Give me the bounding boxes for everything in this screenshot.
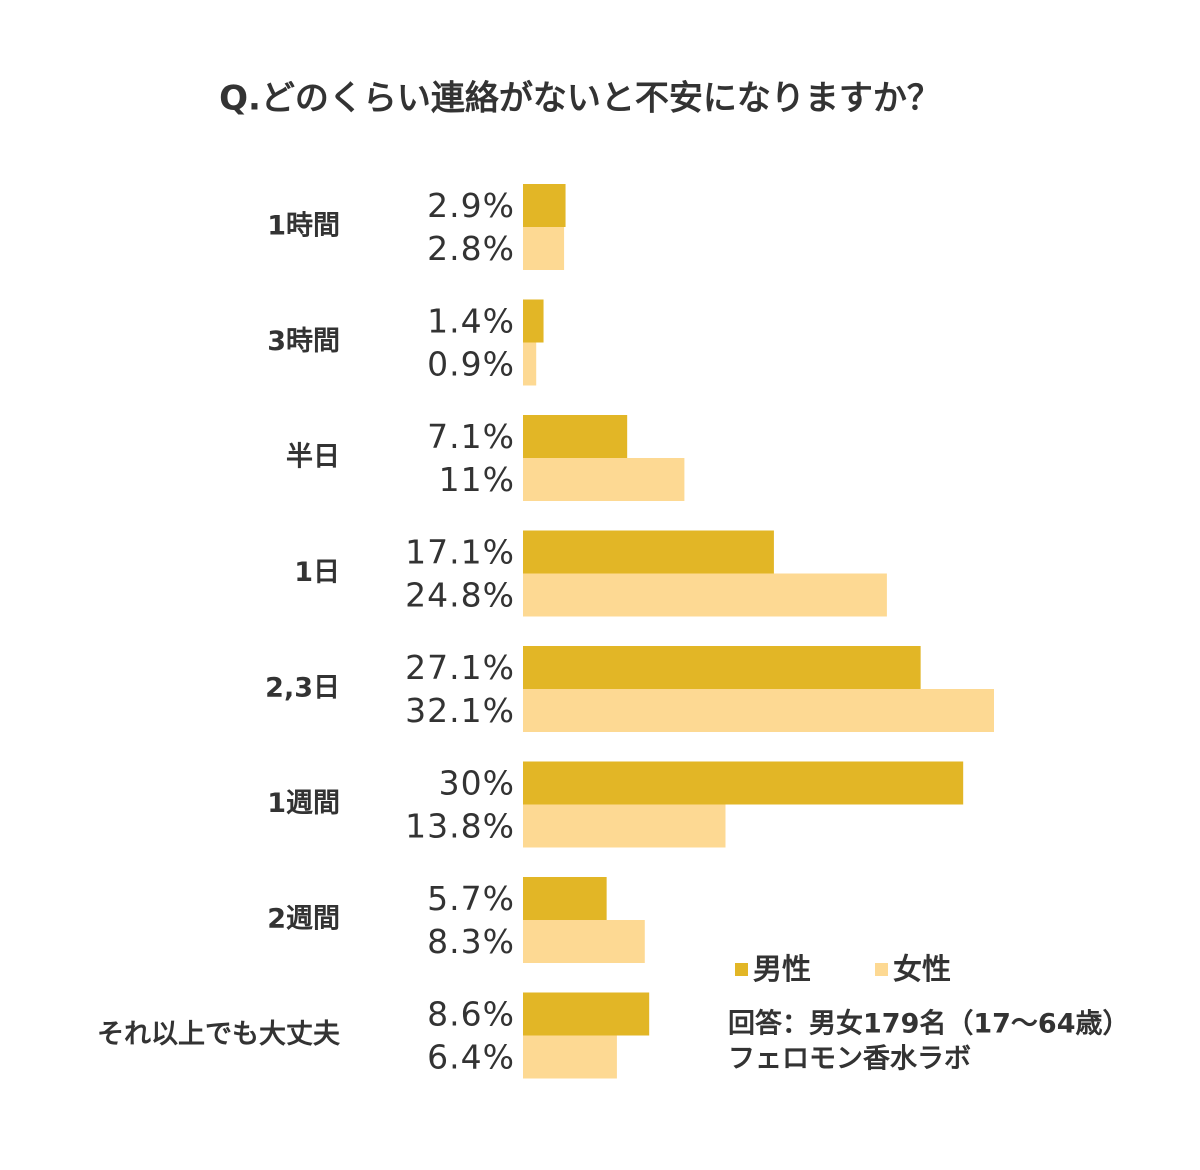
bar <box>523 646 921 689</box>
category-label: 半日 <box>286 442 340 473</box>
value-label: 7.1% <box>427 417 515 456</box>
value-label: 2.8% <box>427 229 515 268</box>
value-label: 8.3% <box>427 922 515 961</box>
category-label: 1日 <box>294 557 340 588</box>
value-label: 32.1% <box>405 691 515 730</box>
bar <box>523 761 964 805</box>
category-label: それ以上でも大丈夫 <box>97 1019 341 1050</box>
value-label: 11% <box>439 460 515 499</box>
category-label: 2週間 <box>267 904 340 935</box>
bar <box>523 458 685 501</box>
value-label: 17.1% <box>405 533 515 572</box>
bar <box>523 184 566 227</box>
value-label: 27.1% <box>405 648 515 687</box>
bar <box>523 804 726 848</box>
value-label: 30% <box>439 764 515 803</box>
category-label: 3時間 <box>267 326 340 357</box>
legend-label: 男性 <box>753 952 811 986</box>
bar <box>523 573 887 617</box>
bar <box>523 299 544 343</box>
bar <box>523 992 650 1036</box>
annotation: フェロモン香水ラボ <box>728 1044 971 1075</box>
bar <box>523 415 628 458</box>
legend-swatch <box>735 963 748 976</box>
category-label: 2,3日 <box>265 673 340 704</box>
bar <box>523 342 537 386</box>
value-label: 2.9% <box>427 186 515 225</box>
legend-label: 女性 <box>893 952 951 986</box>
value-label: 6.4% <box>427 1038 515 1077</box>
bar <box>523 877 607 920</box>
bar <box>523 689 994 732</box>
category-label: 1週間 <box>267 788 340 819</box>
category-label: 1時間 <box>267 211 340 242</box>
value-label: 24.8% <box>405 576 515 615</box>
legend-swatch <box>875 963 888 976</box>
value-label: 5.7% <box>427 879 515 918</box>
value-label: 1.4% <box>427 302 515 341</box>
bar <box>523 1035 617 1079</box>
value-label: 8.6% <box>427 995 515 1034</box>
annotation: 回答：男女179名（17〜64歳） <box>728 1008 1130 1040</box>
bar <box>523 530 774 574</box>
bar <box>523 920 645 963</box>
value-label: 0.9% <box>427 345 515 384</box>
bar <box>523 227 565 270</box>
value-label: 13.8% <box>405 807 515 846</box>
chart-title: Q.どのくらい連絡がないと不安になりますか？ <box>219 79 941 119</box>
